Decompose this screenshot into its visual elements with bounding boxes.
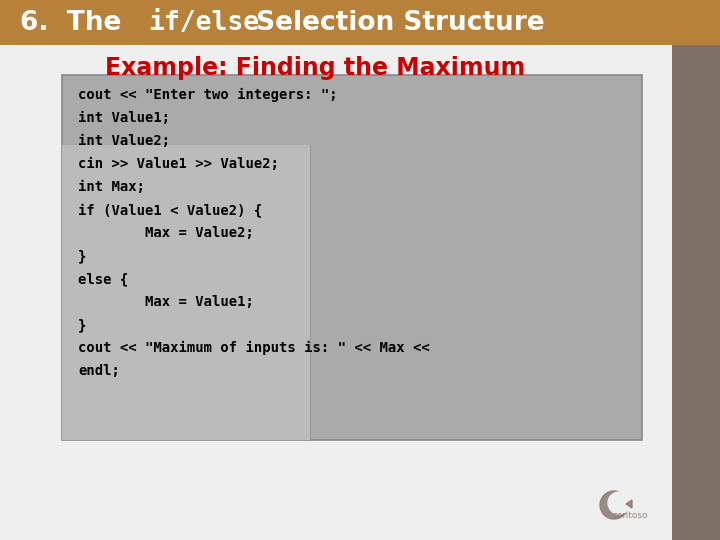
Text: Example: Finding the Maximum: Example: Finding the Maximum — [105, 56, 526, 80]
Text: else {: else { — [78, 272, 128, 286]
Text: Selection Structure: Selection Structure — [247, 10, 544, 36]
Text: int Max;: int Max; — [78, 180, 145, 194]
Text: endl;: endl; — [78, 364, 120, 378]
Bar — [0, 0, 720, 45]
Text: int Value2;: int Value2; — [78, 134, 170, 148]
Bar — [62, 75, 642, 440]
Text: int Value1;: int Value1; — [78, 111, 170, 125]
Text: contoso: contoso — [612, 511, 648, 521]
Bar — [672, 0, 720, 540]
Text: }: } — [78, 318, 86, 332]
Text: cin >> Value1 >> Value2;: cin >> Value1 >> Value2; — [78, 157, 279, 171]
Text: cout << "Enter two integers: ";: cout << "Enter two integers: "; — [78, 88, 338, 102]
Text: }: } — [78, 249, 86, 263]
Text: cout << "Maximum of inputs is: " << Max <<: cout << "Maximum of inputs is: " << Max … — [78, 341, 430, 355]
Circle shape — [608, 492, 630, 514]
Circle shape — [600, 491, 628, 519]
Text: 6.  The: 6. The — [20, 10, 130, 36]
Text: if (Value1 < Value2) {: if (Value1 < Value2) { — [78, 203, 262, 217]
Text: Max = Value2;: Max = Value2; — [78, 226, 254, 240]
Text: if/else: if/else — [148, 10, 259, 36]
Bar — [62, 145, 310, 440]
Polygon shape — [626, 500, 632, 508]
Text: Max = Value1;: Max = Value1; — [78, 295, 254, 309]
